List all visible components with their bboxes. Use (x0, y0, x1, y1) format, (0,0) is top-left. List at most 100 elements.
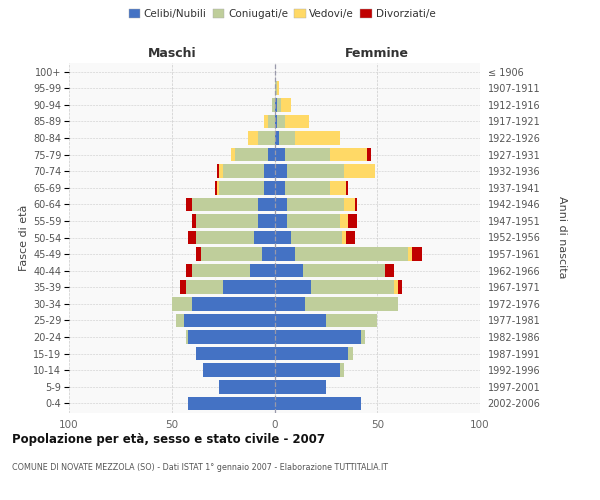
Bar (281, 98, 291, 112)
Bar (258, 131, 275, 145)
Bar (287, 198, 344, 211)
Bar (344, 198, 355, 211)
Bar (268, 114, 275, 128)
Bar (340, 214, 349, 228)
Bar (196, 347, 275, 360)
Bar (262, 248, 275, 261)
Bar (285, 148, 330, 162)
Bar (361, 330, 365, 344)
Bar (275, 148, 285, 162)
Bar (275, 330, 361, 344)
Y-axis label: Fasce di età: Fasce di età (19, 204, 29, 270)
Bar (346, 230, 355, 244)
Bar (196, 248, 200, 261)
Bar (355, 198, 356, 211)
Bar (186, 264, 193, 278)
Bar (193, 198, 258, 211)
Bar (311, 280, 394, 294)
Bar (215, 181, 217, 194)
Bar (275, 280, 311, 294)
Bar (349, 214, 357, 228)
Bar (277, 82, 278, 95)
Bar (303, 264, 385, 278)
Bar (278, 131, 295, 145)
Bar (232, 148, 235, 162)
Bar (235, 148, 268, 162)
Bar (248, 131, 258, 145)
Bar (219, 380, 275, 394)
Bar (346, 181, 349, 194)
Bar (275, 181, 285, 194)
Bar (203, 364, 275, 377)
Bar (186, 198, 193, 211)
Bar (264, 164, 275, 178)
Bar (192, 214, 196, 228)
Bar (275, 264, 303, 278)
Bar (275, 164, 287, 178)
Text: Maschi: Maschi (148, 47, 196, 60)
Bar (367, 148, 371, 162)
Bar (196, 230, 254, 244)
Bar (217, 181, 219, 194)
Bar (258, 198, 275, 211)
Bar (291, 230, 343, 244)
Y-axis label: Anni di nascita: Anni di nascita (557, 196, 567, 278)
Bar (349, 347, 353, 360)
Bar (172, 297, 193, 310)
Bar (275, 230, 291, 244)
Bar (268, 148, 275, 162)
Bar (193, 264, 250, 278)
Bar (277, 98, 281, 112)
Bar (275, 248, 295, 261)
Bar (254, 230, 275, 244)
Bar (250, 264, 275, 278)
Bar (330, 181, 346, 194)
Bar (200, 248, 262, 261)
Text: COMUNE DI NOVATE MEZZOLA (SO) - Dati ISTAT 1° gennaio 2007 - Elaborazione TUTTIT: COMUNE DI NOVATE MEZZOLA (SO) - Dati IST… (12, 462, 388, 471)
Bar (188, 330, 275, 344)
Bar (223, 164, 264, 178)
Bar (176, 314, 184, 327)
Text: Femmine: Femmine (345, 47, 409, 60)
Bar (188, 396, 275, 410)
Bar (188, 230, 196, 244)
Bar (180, 280, 186, 294)
Bar (305, 297, 398, 310)
Bar (184, 314, 275, 327)
Bar (275, 314, 326, 327)
Bar (287, 214, 340, 228)
Bar (285, 181, 330, 194)
Bar (385, 264, 394, 278)
Bar (287, 164, 344, 178)
Bar (264, 181, 275, 194)
Text: Popolazione per età, sesso e stato civile - 2007: Popolazione per età, sesso e stato civil… (12, 432, 325, 446)
Bar (394, 280, 398, 294)
Bar (275, 82, 277, 95)
Bar (186, 280, 223, 294)
Legend: Celibi/Nubili, Coniugati/e, Vedovi/e, Divorziati/e: Celibi/Nubili, Coniugati/e, Vedovi/e, Di… (125, 5, 439, 24)
Bar (217, 164, 219, 178)
Bar (275, 98, 277, 112)
Bar (219, 181, 264, 194)
Bar (258, 214, 275, 228)
Bar (196, 214, 258, 228)
Bar (343, 230, 346, 244)
Bar (275, 364, 340, 377)
Bar (275, 114, 277, 128)
Bar (275, 198, 287, 211)
Bar (398, 280, 402, 294)
Bar (264, 114, 268, 128)
Bar (340, 364, 344, 377)
Bar (295, 131, 340, 145)
Bar (223, 280, 275, 294)
Bar (275, 131, 278, 145)
Bar (275, 297, 305, 310)
Bar (275, 214, 287, 228)
Bar (272, 98, 275, 112)
Bar (412, 248, 422, 261)
Bar (330, 148, 367, 162)
Bar (193, 297, 275, 310)
Bar (277, 114, 285, 128)
Bar (186, 330, 188, 344)
Bar (326, 314, 377, 327)
